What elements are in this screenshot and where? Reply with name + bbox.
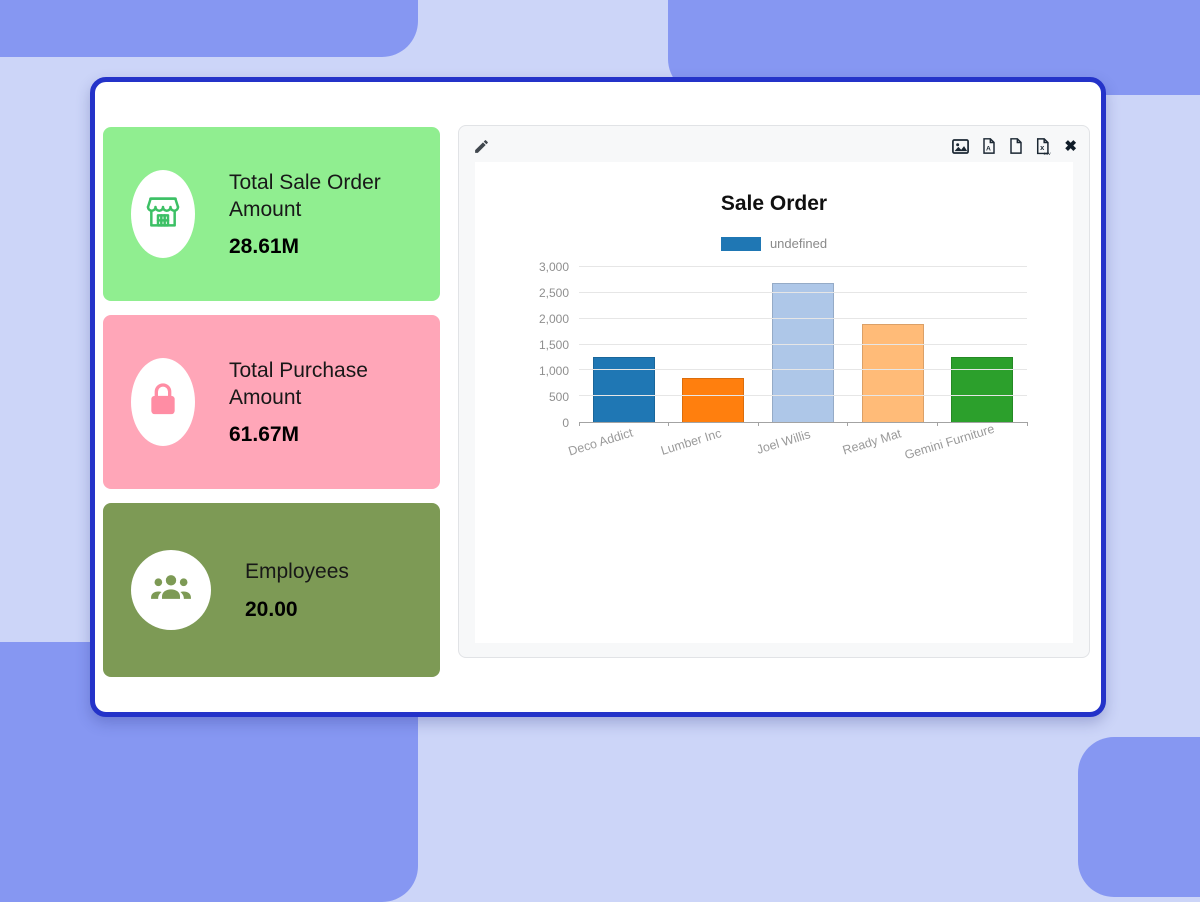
x-slot: Gemini Furniture — [903, 422, 1027, 485]
x-tick-mark — [847, 422, 849, 426]
store-icon — [143, 190, 183, 239]
document-icon[interactable] — [1009, 138, 1023, 154]
kpi-text: Employees 20.00 — [245, 558, 349, 621]
bar — [592, 357, 655, 422]
export-toolbar: A x csv ✖ — [952, 137, 1077, 155]
kpi-value: 28.61M — [229, 235, 300, 259]
bag-icon-bubble — [131, 358, 195, 446]
pdf-icon[interactable]: A — [982, 138, 996, 154]
gridline — [579, 395, 1027, 397]
y-axis: 0 500 1,000 1,500 2,000 2,500 3,000 — [521, 260, 579, 430]
chart-legend[interactable]: undefined — [475, 236, 1073, 251]
shopping-bag-icon — [143, 380, 183, 425]
plot-row: 0 500 1,000 1,500 2,000 2,500 3,000 Deco Addic… — [475, 260, 1073, 485]
bar — [861, 323, 924, 422]
gridline — [579, 266, 1027, 267]
image-icon[interactable] — [952, 138, 970, 154]
y-tick-label: 500 — [548, 390, 569, 404]
legend-label: undefined — [769, 236, 828, 251]
y-tick-label: 2,500 — [538, 286, 569, 300]
x-tick-mark — [1026, 422, 1028, 426]
kpi-card-employees[interactable]: Employees 20.00 — [103, 503, 440, 677]
kpi-card-total-purchase[interactable]: Total Purchase Amount 61.67M — [103, 315, 440, 489]
bar — [771, 282, 834, 422]
x-tick-label: Lumber Inc — [659, 426, 724, 458]
y-tick-label: 0 — [562, 416, 569, 430]
csv-icon[interactable]: x csv — [1036, 137, 1052, 155]
bar — [951, 357, 1014, 422]
kpi-title: Employees — [245, 560, 349, 584]
plot-area — [578, 266, 1028, 426]
kpi-title: Total Purchase Amount — [229, 358, 368, 409]
app-window: Total Sale Order Amount 28.61M Total Pur… — [90, 77, 1106, 717]
legend-swatch — [720, 236, 761, 251]
x-tick-label: Ready Mat — [840, 426, 903, 458]
chart-title: Sale Order — [720, 192, 828, 215]
y-tick-label: 2,000 — [538, 312, 569, 326]
gridline — [579, 317, 1027, 319]
gridline — [579, 291, 1027, 293]
kpi-text: Total Sale Order Amount 28.61M — [229, 169, 424, 260]
employees-icon — [148, 565, 194, 616]
plot-wrap: Deco Addict Lumber Inc Joel Willis Ready Ma… — [566, 266, 1028, 485]
x-axis: Deco Addict Lumber Inc Joel Willis Ready Ma… — [566, 422, 1027, 485]
y-tick-label: 1,000 — [538, 364, 569, 378]
x-tick-mark — [578, 422, 580, 426]
svg-text:x: x — [1041, 143, 1046, 152]
x-tick-label: Deco Addict — [566, 425, 635, 459]
panel-toolbar: A x csv ✖ — [459, 126, 1089, 160]
background-shape-bottom-right — [1078, 737, 1200, 897]
x-tick-label: Joel Willis — [754, 427, 813, 457]
x-tick-mark — [668, 422, 670, 426]
chart-panel: A x csv ✖ — [458, 125, 1090, 658]
kpi-value: 61.67M — [229, 423, 300, 447]
bar — [682, 378, 745, 422]
bars — [579, 267, 1027, 422]
x-tick-mark — [757, 422, 759, 426]
x-slot: Joel Willis — [754, 423, 848, 485]
store-icon-bubble — [131, 170, 195, 258]
employees-icon-bubble — [131, 550, 211, 630]
kpi-text: Total Purchase Amount 61.67M — [229, 357, 424, 448]
kpi-title: Total Sale Order Amount — [229, 170, 381, 221]
kpi-column: Total Sale Order Amount 28.61M Total Pur… — [103, 127, 440, 691]
chart-card: Sale Order undefined 0 500 1,000 1,500 2,000… — [475, 162, 1073, 643]
background-shape-top-left — [0, 0, 418, 57]
svg-text:csv: csv — [1044, 152, 1052, 155]
x-slot: Deco Addict — [566, 423, 669, 485]
y-tick-label: 3,000 — [538, 260, 569, 274]
svg-text:A: A — [986, 146, 991, 153]
pencil-icon[interactable] — [473, 138, 490, 155]
kpi-value: 20.00 — [245, 597, 298, 621]
gridline — [579, 343, 1027, 345]
kpi-card-total-sale-order[interactable]: Total Sale Order Amount 28.61M — [103, 127, 440, 301]
gridline — [579, 369, 1027, 371]
close-icon[interactable]: ✖ — [1064, 137, 1077, 155]
y-tick-label: 1,500 — [538, 338, 569, 352]
x-tick-mark — [936, 422, 938, 426]
x-slot: Lumber Inc — [660, 423, 759, 485]
